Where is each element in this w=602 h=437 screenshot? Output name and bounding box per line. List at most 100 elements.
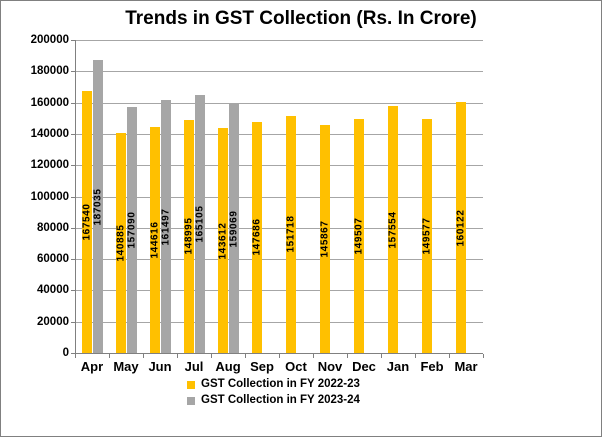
x-axis-tick-2	[143, 354, 144, 358]
x-axis-tick-3	[177, 354, 178, 358]
x-tick-label-aug: Aug	[215, 359, 241, 374]
bar-label-gst-collection-in-fy-2023-24-aug: 159069	[228, 210, 240, 248]
bar-label-gst-collection-in-fy-2022-23-apr: 167540	[81, 203, 93, 241]
bar-label-gst-collection-in-fy-2022-23-jan: 157554	[387, 211, 399, 249]
y-tick-label-200000: 200000	[30, 34, 69, 46]
y-tick-label-60000: 60000	[37, 253, 69, 266]
x-axis-tick-6	[279, 354, 280, 358]
bar-label-gst-collection-in-fy-2023-24-may: 157090	[126, 211, 138, 249]
bar-gst-collection-in-fy-2022-23-jan	[388, 106, 399, 353]
y-axis-tick-60000	[71, 259, 75, 261]
gridline-200000	[75, 40, 483, 41]
gridline-80000	[75, 227, 483, 229]
x-tick-label-jun: Jun	[148, 359, 172, 374]
gridline-100000	[75, 196, 483, 198]
y-tick-label-20000: 20000	[37, 315, 69, 328]
gridline-180000	[75, 71, 483, 73]
y-axis-tick-180000	[71, 71, 75, 73]
gridline-60000	[75, 259, 483, 261]
legend-item-fy-2023-24: GST Collection in FY 2023-24	[187, 394, 360, 407]
y-tick-label-0: 0	[62, 347, 69, 359]
x-tick-label-sep: Sep	[250, 359, 274, 374]
y-axis-tick-20000	[71, 321, 75, 323]
x-tick-label-oct: Oct	[285, 359, 307, 374]
bar-gst-collection-in-fy-2023-24-jun	[160, 100, 171, 353]
legend-label-fy-2023-24: GST Collection in FY 2023-24	[201, 394, 360, 406]
bar-gst-collection-in-fy-2022-23-dec	[354, 119, 365, 353]
bar-label-gst-collection-in-fy-2023-24-jun: 161497	[160, 208, 172, 246]
bar-gst-collection-in-fy-2022-23-oct	[286, 115, 297, 353]
bar-label-gst-collection-in-fy-2023-24-jul: 165105	[194, 205, 206, 243]
y-tick-label-100000: 100000	[30, 190, 69, 203]
x-axis-tick-11	[449, 354, 450, 358]
y-tick-label-160000: 160000	[30, 96, 69, 109]
legend-swatch-fy-2023-24	[187, 396, 195, 405]
gridline-20000	[75, 321, 483, 323]
x-tick-label-nov: Nov	[317, 359, 343, 374]
x-axis-tick-12	[483, 354, 484, 358]
gridline-140000	[75, 133, 483, 135]
y-axis-tick-200000	[71, 40, 75, 41]
bar-gst-collection-in-fy-2022-23-jun	[150, 126, 161, 353]
legend-label-fy-2022-23: GST Collection in FY 2022-23	[201, 378, 360, 390]
bar-gst-collection-in-fy-2022-23-may	[116, 132, 127, 353]
y-axis-tick-80000	[71, 227, 75, 229]
y-axis-tick-40000	[71, 290, 75, 292]
chart-legend: GST Collection in FY 2022-23 GST Collect…	[187, 378, 360, 410]
y-axis-tick-0	[71, 353, 75, 354]
y-axis	[75, 40, 76, 353]
chart-title: Trends in GST Collection (Rs. In Crore)	[125, 8, 477, 29]
x-axis-tick-0	[75, 354, 76, 358]
y-tick-label-180000: 180000	[30, 65, 69, 78]
bar-label-gst-collection-in-fy-2022-23-oct: 151718	[285, 215, 297, 253]
legend-item-fy-2022-23: GST Collection in FY 2022-23	[187, 378, 360, 391]
x-tick-label-jan: Jan	[386, 359, 410, 374]
x-axis-tick-1	[109, 354, 110, 358]
x-axis-tick-4	[211, 354, 212, 358]
x-axis	[75, 353, 483, 354]
bar-label-gst-collection-in-fy-2022-23-feb: 149577	[421, 217, 433, 255]
x-axis-tick-7	[313, 354, 314, 358]
x-axis-tick-8	[347, 354, 348, 358]
gridline-40000	[75, 290, 483, 292]
y-tick-label-120000: 120000	[30, 159, 69, 172]
y-tick-label-80000: 80000	[37, 221, 69, 234]
bar-label-gst-collection-in-fy-2022-23-may: 140885	[115, 224, 127, 262]
bar-gst-collection-in-fy-2023-24-may	[126, 107, 137, 353]
bar-gst-collection-in-fy-2022-23-apr	[82, 90, 93, 353]
y-axis-tick-120000	[71, 165, 75, 167]
bar-label-gst-collection-in-fy-2022-23-dec: 149507	[353, 217, 365, 255]
gridline-120000	[75, 165, 483, 167]
bar-label-gst-collection-in-fy-2023-24-apr: 187035	[92, 188, 104, 226]
legend-swatch-fy-2022-23	[187, 380, 195, 389]
x-tick-label-dec: Dec	[352, 359, 376, 374]
bar-label-gst-collection-in-fy-2022-23-jul: 148995	[183, 217, 195, 255]
bar-gst-collection-in-fy-2022-23-nov	[320, 124, 331, 353]
bar-label-gst-collection-in-fy-2022-23-mar: 160122	[455, 209, 467, 247]
x-tick-label-jul: Jul	[184, 359, 204, 374]
bar-label-gst-collection-in-fy-2022-23-aug: 143612	[217, 222, 229, 260]
x-axis-tick-5	[245, 354, 246, 358]
bar-gst-collection-in-fy-2023-24-aug	[228, 104, 239, 353]
x-tick-label-apr: Apr	[80, 359, 104, 374]
bar-gst-collection-in-fy-2022-23-jul	[184, 119, 195, 353]
y-tick-label-140000: 140000	[30, 127, 69, 140]
y-axis-tick-160000	[71, 102, 75, 104]
bar-gst-collection-in-fy-2023-24-jul	[194, 94, 205, 353]
x-axis-tick-9	[381, 354, 382, 358]
x-tick-label-mar: Mar	[454, 359, 478, 374]
bar-gst-collection-in-fy-2022-23-feb	[422, 118, 433, 353]
bar-gst-collection-in-fy-2023-24-apr	[92, 60, 103, 353]
y-axis-tick-140000	[71, 133, 75, 135]
bar-gst-collection-in-fy-2022-23-mar	[456, 102, 467, 353]
bar-gst-collection-in-fy-2022-23-aug	[218, 128, 229, 353]
bar-label-gst-collection-in-fy-2022-23-nov: 145867	[319, 220, 331, 258]
y-tick-label-40000: 40000	[37, 284, 69, 297]
bar-gst-collection-in-fy-2022-23-sep	[252, 121, 263, 353]
y-axis-tick-100000	[71, 196, 75, 198]
gridline-160000	[75, 102, 483, 104]
x-axis-tick-10	[415, 354, 416, 358]
bar-label-gst-collection-in-fy-2022-23-sep: 147686	[251, 218, 263, 256]
x-tick-label-may: May	[113, 359, 139, 374]
